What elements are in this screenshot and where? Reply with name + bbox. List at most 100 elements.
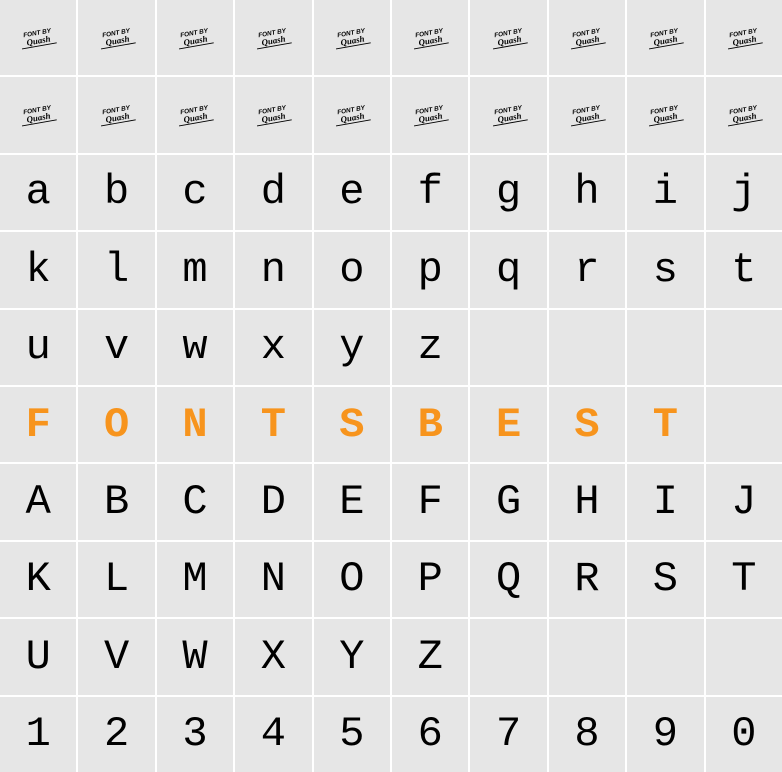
glyph-cell: 5 (314, 697, 390, 772)
font-logo-icon: FONT BYQuash (392, 0, 468, 75)
glyph-cell: t (706, 232, 782, 307)
glyph-cell: o (314, 232, 390, 307)
font-logo-icon: FONT BYQuash (235, 0, 311, 75)
glyph-cell: n (235, 232, 311, 307)
empty-cell (627, 310, 703, 385)
font-logo-icon: FONT BYQuash (470, 77, 546, 152)
glyph-cell: h (549, 155, 625, 230)
font-logo-icon: FONT BYQuash (314, 0, 390, 75)
glyph-cell: R (549, 542, 625, 617)
font-logo-icon: FONT BYQuash (0, 77, 76, 152)
font-logo-icon: FONT BYQuash (627, 0, 703, 75)
font-logo-icon: FONT BYQuash (549, 0, 625, 75)
glyph-cell: y (314, 310, 390, 385)
font-logo-icon: FONT BYQuash (392, 77, 468, 152)
empty-cell (470, 310, 546, 385)
glyph-cell: N (157, 387, 233, 462)
glyph-cell: e (314, 155, 390, 230)
glyph-cell: p (392, 232, 468, 307)
glyph-cell: F (0, 387, 76, 462)
glyph-cell: m (157, 232, 233, 307)
glyph-cell: Q (470, 542, 546, 617)
glyph-cell: v (78, 310, 154, 385)
glyph-cell: i (627, 155, 703, 230)
glyph-cell: l (78, 232, 154, 307)
glyph-cell: x (235, 310, 311, 385)
glyph-cell: F (392, 464, 468, 539)
glyph-cell: k (0, 232, 76, 307)
glyph-cell: N (235, 542, 311, 617)
glyph-cell: O (314, 542, 390, 617)
glyph-cell: 9 (627, 697, 703, 772)
glyph-cell: 0 (706, 697, 782, 772)
empty-cell (627, 619, 703, 694)
glyph-cell: 8 (549, 697, 625, 772)
glyph-grid: FONT BYQuashFONT BYQuashFONT BYQuashFONT… (0, 0, 782, 772)
font-logo-icon: FONT BYQuash (157, 0, 233, 75)
glyph-cell: 1 (0, 697, 76, 772)
font-logo-icon: FONT BYQuash (470, 0, 546, 75)
glyph-cell: I (627, 464, 703, 539)
font-logo-icon: FONT BYQuash (78, 0, 154, 75)
glyph-cell: S (549, 387, 625, 462)
font-logo-icon: FONT BYQuash (0, 0, 76, 75)
glyph-cell: D (235, 464, 311, 539)
font-logo-icon: FONT BYQuash (549, 77, 625, 152)
glyph-cell: E (314, 464, 390, 539)
glyph-cell: P (392, 542, 468, 617)
glyph-cell: B (78, 464, 154, 539)
empty-cell (549, 310, 625, 385)
glyph-cell: q (470, 232, 546, 307)
glyph-cell: G (470, 464, 546, 539)
glyph-cell: S (627, 542, 703, 617)
glyph-cell: w (157, 310, 233, 385)
glyph-cell: H (549, 464, 625, 539)
empty-cell (706, 310, 782, 385)
glyph-cell: g (470, 155, 546, 230)
glyph-cell: Y (314, 619, 390, 694)
glyph-cell: O (78, 387, 154, 462)
empty-cell (470, 619, 546, 694)
glyph-cell: M (157, 542, 233, 617)
font-logo-icon: FONT BYQuash (706, 77, 782, 152)
glyph-cell: j (706, 155, 782, 230)
font-logo-icon: FONT BYQuash (706, 0, 782, 75)
glyph-cell: f (392, 155, 468, 230)
glyph-cell: r (549, 232, 625, 307)
glyph-cell: A (0, 464, 76, 539)
glyph-cell: T (235, 387, 311, 462)
font-logo-icon: FONT BYQuash (78, 77, 154, 152)
glyph-cell: K (0, 542, 76, 617)
font-logo-icon: FONT BYQuash (627, 77, 703, 152)
glyph-cell: 7 (470, 697, 546, 772)
glyph-cell: c (157, 155, 233, 230)
glyph-cell: S (314, 387, 390, 462)
font-logo-icon: FONT BYQuash (314, 77, 390, 152)
glyph-cell: T (627, 387, 703, 462)
glyph-cell: z (392, 310, 468, 385)
empty-cell (706, 387, 782, 462)
glyph-cell: 3 (157, 697, 233, 772)
glyph-cell: C (157, 464, 233, 539)
glyph-cell: u (0, 310, 76, 385)
glyph-cell: 4 (235, 697, 311, 772)
glyph-cell: B (392, 387, 468, 462)
glyph-cell: J (706, 464, 782, 539)
empty-cell (706, 619, 782, 694)
glyph-cell: V (78, 619, 154, 694)
empty-cell (549, 619, 625, 694)
glyph-cell: W (157, 619, 233, 694)
glyph-cell: Z (392, 619, 468, 694)
glyph-cell: d (235, 155, 311, 230)
glyph-cell: a (0, 155, 76, 230)
glyph-cell: L (78, 542, 154, 617)
glyph-cell: X (235, 619, 311, 694)
font-logo-icon: FONT BYQuash (235, 77, 311, 152)
glyph-cell: 2 (78, 697, 154, 772)
glyph-cell: U (0, 619, 76, 694)
glyph-cell: E (470, 387, 546, 462)
glyph-cell: T (706, 542, 782, 617)
glyph-cell: b (78, 155, 154, 230)
font-logo-icon: FONT BYQuash (157, 77, 233, 152)
glyph-cell: 6 (392, 697, 468, 772)
